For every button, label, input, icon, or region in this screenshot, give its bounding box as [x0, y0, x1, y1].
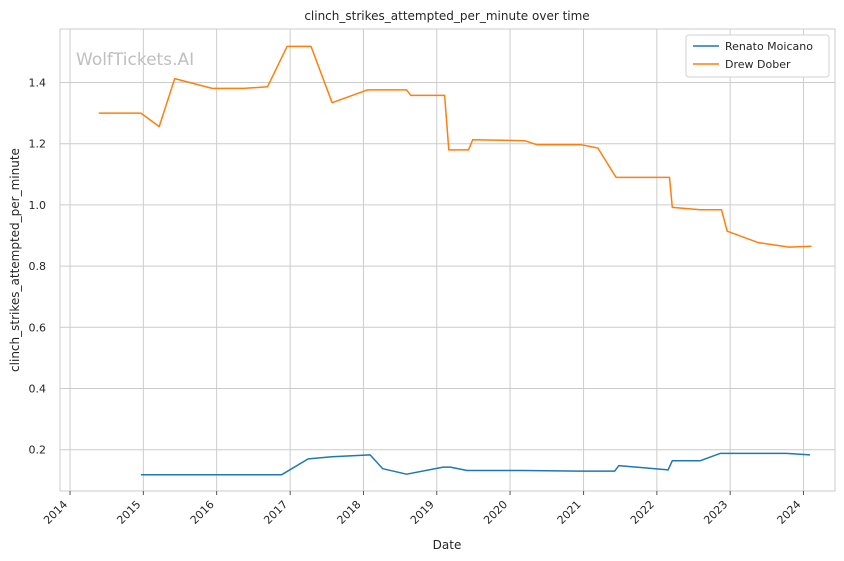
y-tick-label: 1.0	[29, 199, 47, 212]
x-tick-label: 2019	[408, 498, 437, 527]
y-tick-label: 1.4	[29, 77, 47, 90]
x-tick-label: 2018	[335, 498, 364, 527]
x-tick-label: 2020	[481, 498, 510, 527]
x-axis-ticks: 2014 2015 2016 2017 2018 2019 2020 2021 2022 2023…	[41, 491, 804, 527]
plot-frame	[59, 28, 836, 492]
y-tick-label: 1.2	[29, 138, 47, 151]
x-tick-label: 2016	[188, 498, 217, 527]
x-tick-label: 2024	[775, 498, 804, 527]
series-line-drew-dober	[98, 45, 812, 248]
y-tick-label: 0.6	[29, 321, 47, 334]
x-tick-label: 2021	[555, 498, 584, 527]
gridlines	[60, 29, 835, 491]
series-lines	[98, 45, 812, 476]
x-tick-label: 2022	[628, 498, 657, 527]
plot-area: WolfTickets.AI	[59, 28, 836, 492]
series-line-renato-moicano	[140, 452, 811, 476]
x-tick-label: 2014	[41, 498, 70, 527]
legend-box	[685, 34, 830, 78]
chart-title: clinch_strikes_attempted_per_minute over…	[304, 9, 589, 23]
legend-label-renato-moicano: Renato Moicano	[725, 40, 813, 53]
legend-label-drew-dober: Drew Dober	[725, 58, 791, 71]
x-tick-label: 2017	[261, 498, 290, 527]
watermark: WolfTickets.AI	[76, 50, 194, 70]
y-tick-label: 0.2	[29, 444, 47, 457]
legend: Renato Moicano Drew Dober	[685, 34, 830, 78]
x-axis-label: Date	[433, 538, 462, 552]
y-axis-label: clinch_strikes_attempted_per_minute	[8, 148, 22, 372]
y-axis-ticks: 0.2 0.4 0.6 0.8 1.0 1.2 1.4	[29, 77, 47, 457]
y-tick-label: 0.4	[29, 383, 47, 396]
y-tick-label: 0.8	[29, 260, 47, 273]
x-tick-label: 2023	[701, 498, 730, 527]
x-tick-label: 2015	[114, 498, 143, 527]
